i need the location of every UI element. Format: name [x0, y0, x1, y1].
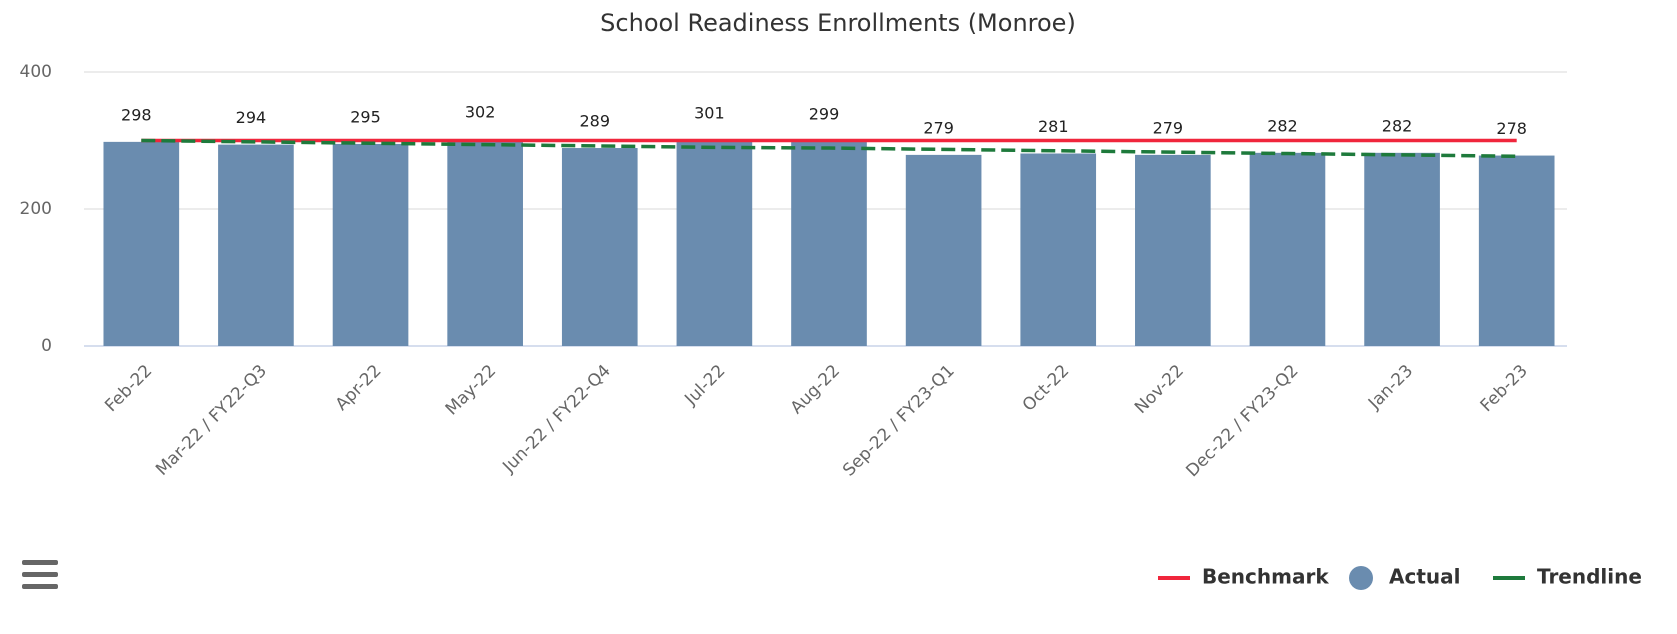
x-tick-label: Oct-22	[1019, 361, 1074, 416]
x-tick-label: Feb-23	[1477, 361, 1532, 416]
y-tick-label: 200	[20, 199, 52, 219]
bar	[561, 148, 638, 346]
y-tick-label: 400	[20, 62, 52, 82]
bar	[218, 144, 294, 346]
data-label: 282	[1267, 116, 1298, 135]
line	[141, 138, 1517, 159]
x-tick-label: Dec-22 / FY23-Q2	[1182, 361, 1302, 481]
bar	[1249, 152, 1326, 346]
x-tick-label: Jul-22	[680, 361, 729, 410]
bar	[905, 154, 982, 346]
data-label: 289	[579, 112, 610, 131]
x-tick-label: Nov-22	[1131, 361, 1188, 418]
x-tick-label: Sep-22 / FY23-Q1	[839, 361, 959, 481]
data-label: 278	[1496, 119, 1527, 138]
data-label: 302	[465, 103, 496, 122]
bar	[1364, 152, 1440, 346]
data-label: 301	[694, 103, 725, 122]
bar	[1135, 154, 1211, 346]
x-tick-label: Mar-22 / FY22-Q3	[152, 361, 271, 480]
x-tick-label: Jan-23	[1364, 361, 1417, 414]
data-label: 299	[809, 105, 840, 124]
legend-label: Trendline	[1537, 565, 1642, 589]
legend-label: Benchmark	[1202, 565, 1329, 589]
bar	[447, 139, 523, 346]
y-tick-label: 0	[41, 336, 52, 356]
data-label: 282	[1382, 116, 1413, 135]
chart-title: School Readiness Enrollments (Monroe)	[600, 9, 1076, 37]
legend-label: Actual	[1389, 565, 1460, 589]
data-label: 279	[923, 118, 954, 137]
bar	[1478, 155, 1555, 346]
x-tick-label: Aug-22	[787, 361, 844, 418]
bar	[103, 141, 180, 346]
legend-symbol	[1349, 566, 1373, 590]
data-label: 295	[350, 107, 381, 126]
data-label: 294	[236, 108, 267, 127]
menu-icon[interactable]	[22, 560, 58, 589]
bar	[1020, 153, 1097, 346]
x-tick-label: Apr-22	[332, 361, 386, 415]
data-label: 298	[121, 105, 152, 124]
x-tick-label: Jun-22 / FY22-Q4	[498, 361, 614, 477]
bar	[332, 143, 409, 346]
data-label: 281	[1038, 117, 1069, 136]
x-tick-label: Feb-22	[101, 361, 156, 416]
bar	[676, 139, 753, 346]
data-label: 279	[1153, 118, 1184, 137]
bar	[791, 141, 867, 346]
x-tick-label: May-22	[442, 361, 500, 419]
